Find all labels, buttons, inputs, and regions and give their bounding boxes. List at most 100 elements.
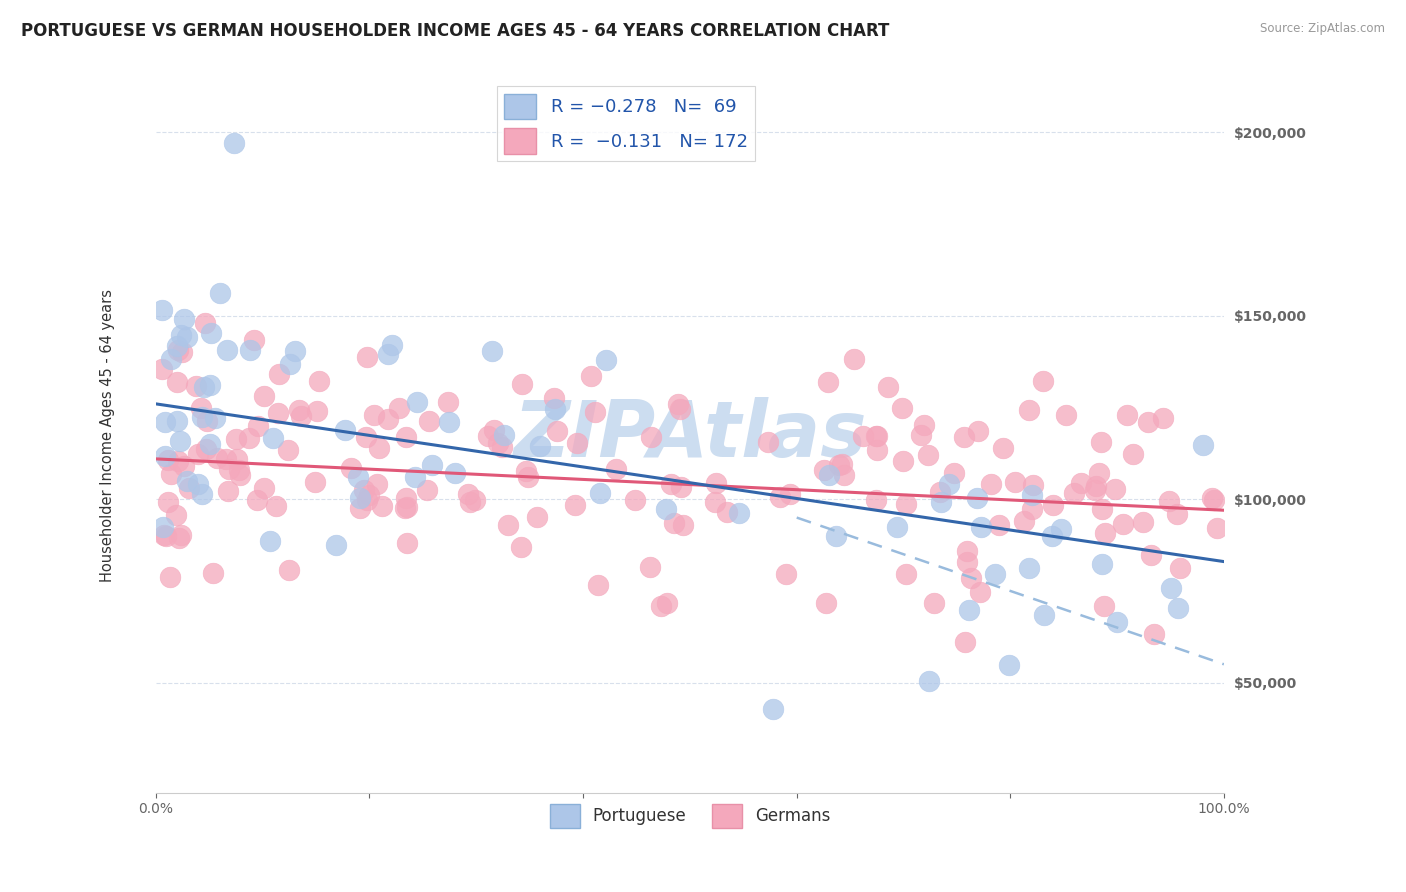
Point — [1032, 608, 1054, 623]
Point — [205, 451, 228, 466]
Point — [165, 508, 187, 522]
Point — [564, 498, 586, 512]
Point — [477, 428, 499, 442]
Point — [346, 470, 368, 484]
Point — [494, 427, 516, 442]
Point — [956, 543, 979, 558]
Point — [368, 442, 391, 456]
Point — [510, 540, 533, 554]
Point — [170, 345, 193, 359]
Point — [264, 500, 287, 514]
Point — [166, 376, 188, 390]
Point — [583, 405, 606, 419]
Point — [190, 409, 212, 424]
Text: PORTUGUESE VS GERMAN HOUSEHOLDER INCOME AGES 45 - 64 YEARS CORRELATION CHART: PORTUGUESE VS GERMAN HOUSEHOLDER INCOME … — [21, 22, 890, 40]
Point — [834, 467, 856, 482]
Point — [980, 476, 1002, 491]
Point — [769, 490, 792, 504]
Point — [267, 367, 290, 381]
Point — [155, 449, 177, 463]
Point — [762, 702, 785, 716]
Point — [209, 285, 232, 300]
Point — [876, 380, 898, 394]
Point — [404, 469, 426, 483]
Point — [565, 436, 588, 450]
Point — [481, 343, 503, 358]
Point — [1105, 615, 1128, 629]
Point — [150, 361, 173, 376]
Point — [395, 500, 418, 515]
Point — [638, 560, 661, 574]
Point — [458, 495, 481, 509]
Point — [167, 454, 190, 468]
Point — [1063, 486, 1085, 500]
Point — [918, 674, 941, 689]
Point — [395, 491, 418, 506]
Point — [891, 401, 914, 416]
Point — [1021, 502, 1043, 516]
Point — [1018, 561, 1040, 575]
Point — [179, 481, 201, 495]
Point — [284, 344, 307, 359]
Point — [394, 500, 416, 515]
Point — [150, 302, 173, 317]
Point — [166, 414, 188, 428]
Point — [1160, 581, 1182, 595]
Point — [959, 571, 981, 585]
Point — [228, 467, 250, 482]
Point — [204, 410, 226, 425]
Text: Source: ZipAtlas.com: Source: ZipAtlas.com — [1260, 22, 1385, 36]
Point — [775, 567, 797, 582]
Point — [218, 462, 240, 476]
Point — [253, 389, 276, 403]
Point — [1091, 558, 1114, 572]
Point — [866, 429, 889, 443]
Point — [526, 510, 548, 524]
Point — [444, 466, 467, 480]
Point — [669, 402, 692, 417]
Point — [640, 430, 662, 444]
Point — [1032, 375, 1054, 389]
Point — [993, 441, 1015, 455]
Point — [1202, 493, 1225, 508]
Point — [728, 507, 751, 521]
Point — [160, 352, 183, 367]
Point — [262, 431, 284, 445]
Point — [827, 458, 849, 472]
Point — [1192, 438, 1215, 452]
Point — [217, 343, 239, 358]
Point — [896, 567, 918, 582]
Point — [226, 451, 249, 466]
Point — [516, 470, 538, 484]
Point — [654, 501, 676, 516]
Text: Householder Income Ages 45 - 64 years: Householder Income Ages 45 - 64 years — [100, 288, 115, 582]
Point — [239, 343, 262, 358]
Point — [1159, 494, 1181, 508]
Point — [1004, 475, 1026, 489]
Point — [200, 326, 222, 341]
Point — [353, 483, 375, 497]
Point — [1094, 526, 1116, 541]
Point — [987, 517, 1010, 532]
Point — [704, 495, 727, 509]
Point — [202, 566, 225, 580]
Point — [156, 495, 179, 509]
Point — [152, 519, 174, 533]
Point — [238, 431, 260, 445]
Point — [160, 467, 183, 481]
Point — [464, 492, 486, 507]
Point — [1012, 514, 1035, 528]
Point — [969, 585, 991, 599]
Point — [886, 519, 908, 533]
Point — [510, 377, 533, 392]
Point — [349, 491, 371, 505]
Point — [842, 351, 865, 366]
Point — [894, 497, 917, 511]
Point — [195, 442, 218, 456]
Point — [595, 352, 617, 367]
Point — [1087, 466, 1109, 480]
Point — [952, 430, 974, 444]
Point — [1132, 515, 1154, 529]
Point — [395, 535, 418, 549]
Point — [1040, 529, 1063, 543]
